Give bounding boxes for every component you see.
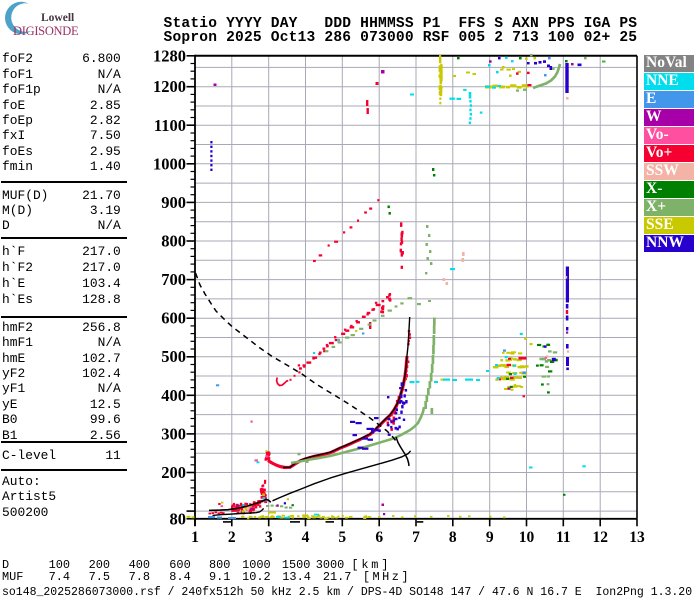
svg-text:7: 7 [412, 529, 420, 546]
svg-text:300: 300 [161, 424, 186, 443]
svg-text:6: 6 [375, 529, 383, 546]
svg-text:8: 8 [449, 529, 457, 546]
svg-text:2: 2 [228, 529, 236, 546]
svg-text:1000: 1000 [153, 154, 186, 173]
svg-text:700: 700 [161, 270, 186, 289]
svg-text:80: 80 [170, 509, 187, 528]
svg-text:9: 9 [486, 529, 494, 546]
svg-text:10: 10 [519, 529, 535, 546]
svg-text:800: 800 [161, 232, 186, 251]
svg-text:1200: 1200 [153, 77, 186, 96]
svg-text:4: 4 [302, 529, 310, 546]
svg-text:1100: 1100 [154, 116, 186, 135]
svg-text:12: 12 [592, 529, 608, 546]
svg-text:400: 400 [161, 386, 186, 405]
svg-text:1: 1 [191, 529, 199, 546]
svg-text:200: 200 [161, 463, 186, 482]
svg-text:3: 3 [265, 529, 273, 546]
svg-text:1280: 1280 [153, 46, 186, 65]
svg-text:500: 500 [161, 347, 186, 366]
svg-text:600: 600 [161, 309, 186, 328]
svg-text:5: 5 [338, 529, 346, 546]
svg-text:13: 13 [629, 529, 645, 546]
svg-text:900: 900 [161, 193, 186, 212]
svg-text:11: 11 [556, 529, 571, 546]
